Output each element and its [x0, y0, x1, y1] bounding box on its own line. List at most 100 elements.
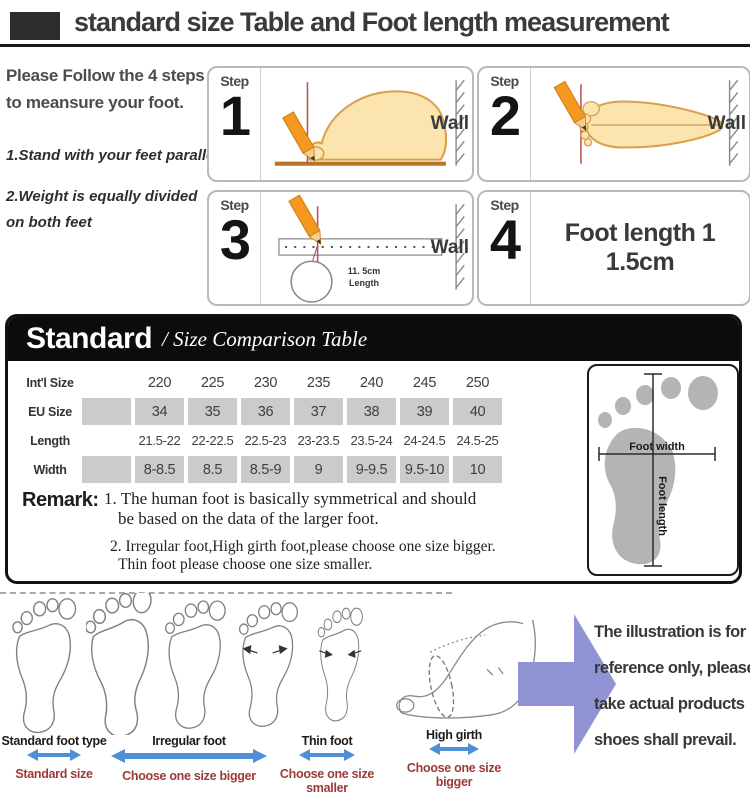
- bubble-value: 11. 5cm: [347, 266, 381, 276]
- wall-label: Wall: [707, 113, 746, 134]
- foot-length-label: Foot length: [656, 476, 668, 536]
- step-number: 2: [489, 84, 521, 147]
- foot-type-name: Standard foot type: [1, 734, 107, 748]
- step-number: 1: [219, 84, 251, 147]
- toes-icon: [579, 100, 600, 147]
- table-cell: 9.5-10: [400, 456, 449, 483]
- step-number: 4: [489, 208, 521, 271]
- foot-length-result: Foot length 1 1.5cm: [564, 219, 716, 276]
- standard-foot-icon: [12, 598, 77, 734]
- remark-label: Remark:: [22, 489, 99, 511]
- step-4-illustration: Foot length 1 1.5cm: [531, 192, 749, 304]
- spacer-cell: [82, 398, 131, 425]
- table-cell: 22-22.5: [191, 433, 234, 448]
- table-cell: 230: [253, 374, 278, 391]
- step-2-illustration: Wall: [531, 68, 749, 180]
- measure-lines: [598, 373, 716, 567]
- header-black-square: [10, 12, 60, 40]
- wall-label: Wall: [430, 237, 469, 258]
- table-cell: 8.5-9: [241, 456, 290, 483]
- foot-type-thin: Thin foot Choose one size smaller: [270, 734, 384, 795]
- foot-side-measure-illustration: [274, 79, 465, 166]
- right-arrow-icon: [518, 614, 616, 754]
- double-arrow-icon: [111, 749, 267, 763]
- step-number: 3: [219, 208, 251, 271]
- table-cell: 23-23.5: [297, 433, 340, 448]
- foot-width-label: Foot width: [629, 441, 685, 453]
- bubble-caption: Length: [349, 277, 379, 288]
- table-cell: 235: [306, 374, 331, 391]
- dashed-divider: [0, 592, 452, 594]
- double-arrow-icon: [27, 749, 81, 761]
- footprint-diagram-panel: Foot width Foot length: [587, 364, 739, 576]
- table-cell: 240: [359, 374, 384, 391]
- length-bubble-text: 11. 5cm Length: [337, 266, 391, 289]
- header-divider: [0, 44, 750, 47]
- disclaimer-line-1: The illustration is for: [594, 623, 746, 641]
- pencil-icon: [282, 111, 316, 162]
- foot-sole-icon: [164, 600, 226, 729]
- step-label: Step: [220, 197, 249, 213]
- double-arrow-icon: [429, 743, 479, 755]
- page-title: standard size Table and Foot length meas…: [74, 7, 670, 37]
- foot-type-name: Thin foot: [301, 734, 353, 748]
- wall-label: Wall: [430, 113, 469, 134]
- foot-top-measure-illustration: [553, 79, 739, 166]
- table-cell: 220: [147, 374, 172, 391]
- outward-arrows: [242, 645, 288, 655]
- table-cell: 225: [200, 374, 225, 391]
- remark-2-line-2: Thin foot please choose one size smaller…: [118, 556, 373, 573]
- remark-2-line-1: 2. Irregular foot,High girth foot,please…: [110, 538, 496, 555]
- double-arrow-icon: [299, 749, 355, 761]
- foot-type-high-girth: High girth Choose one size bigger: [394, 728, 514, 789]
- pencil-icon: [288, 194, 322, 245]
- length-bubble: [290, 260, 333, 303]
- step-1-panel: Step 1 Wall: [207, 66, 474, 182]
- disclaimer-line-2: reference only, please: [594, 659, 750, 677]
- table-cell: 22.5-23: [244, 433, 287, 448]
- step-2-panel: Step 2 Wall: [477, 66, 750, 182]
- intro-line-1: Please Follow the 4 steps: [6, 66, 205, 85]
- remark-1-line-2: be based on the data of the larger foot.: [118, 509, 379, 528]
- table-cell: 9: [294, 456, 343, 483]
- step-1-number-column: Step 1: [209, 68, 261, 180]
- step-label: Step: [490, 73, 519, 89]
- step-4-panel: Step 4 Foot length 1 1.5cm: [477, 190, 750, 306]
- size-table-header: Standard / Size Comparison Table: [8, 317, 739, 361]
- size-table: Int'l Size 220 225 230 235 240 245 250 E…: [18, 369, 506, 485]
- size-comparison-subtitle: / Size Comparison Table: [162, 326, 368, 351]
- table-cell: 34: [135, 398, 184, 425]
- foot-type-standard: Standard foot type Standard size: [0, 734, 108, 781]
- spacer-cell: [82, 456, 131, 483]
- row-header: Int'l Size: [26, 375, 74, 390]
- step-2-number-column: Step 2: [479, 68, 531, 180]
- wide-foot-icon: [238, 602, 298, 727]
- table-cell: 8-8.5: [135, 456, 184, 483]
- table-cell: 24.5-25: [456, 433, 499, 448]
- row-header: EU Size: [28, 404, 72, 419]
- disclaimer-line-4: shoes shall prevail.: [594, 731, 737, 749]
- spacer-cell: [82, 427, 131, 454]
- table-cell: 36: [241, 398, 290, 425]
- disclaimer-text: The illustration is for reference only, …: [594, 614, 750, 758]
- step-label: Step: [220, 73, 249, 89]
- table-cell: 21.5-22: [138, 433, 181, 448]
- table-row-width: Width 8-8.5 8.5 8.5-9 9 9-9.5 9.5-10 10: [18, 456, 506, 483]
- ruler-measure-illustration: [278, 194, 465, 303]
- step-4-number-column: Step 4: [479, 192, 531, 304]
- disclaimer-line-3: take actual products: [594, 695, 745, 713]
- table-row-eu-size: EU Size 34 35 36 37 38 39 40: [18, 398, 506, 425]
- table-cell: 245: [412, 374, 437, 391]
- intro-note-2a: 2.Weight is equally divided: [6, 188, 198, 205]
- foot-types-section: The illustration is for reference only, …: [0, 588, 750, 795]
- inward-arrows: [319, 649, 362, 658]
- foot-type-advice: Standard size: [15, 767, 93, 781]
- row-header: Length: [30, 433, 70, 448]
- table-cell: 8.5: [188, 456, 237, 483]
- intro-note-1: 1.Stand with your feet parallel: [6, 147, 219, 164]
- table-cell: 9-9.5: [347, 456, 396, 483]
- remark-block: Remark: 1. The human foot is basically s…: [22, 489, 496, 574]
- wall-hatch-icon: [455, 203, 465, 290]
- table-cell: 37: [294, 398, 343, 425]
- step-label: Step: [490, 197, 519, 213]
